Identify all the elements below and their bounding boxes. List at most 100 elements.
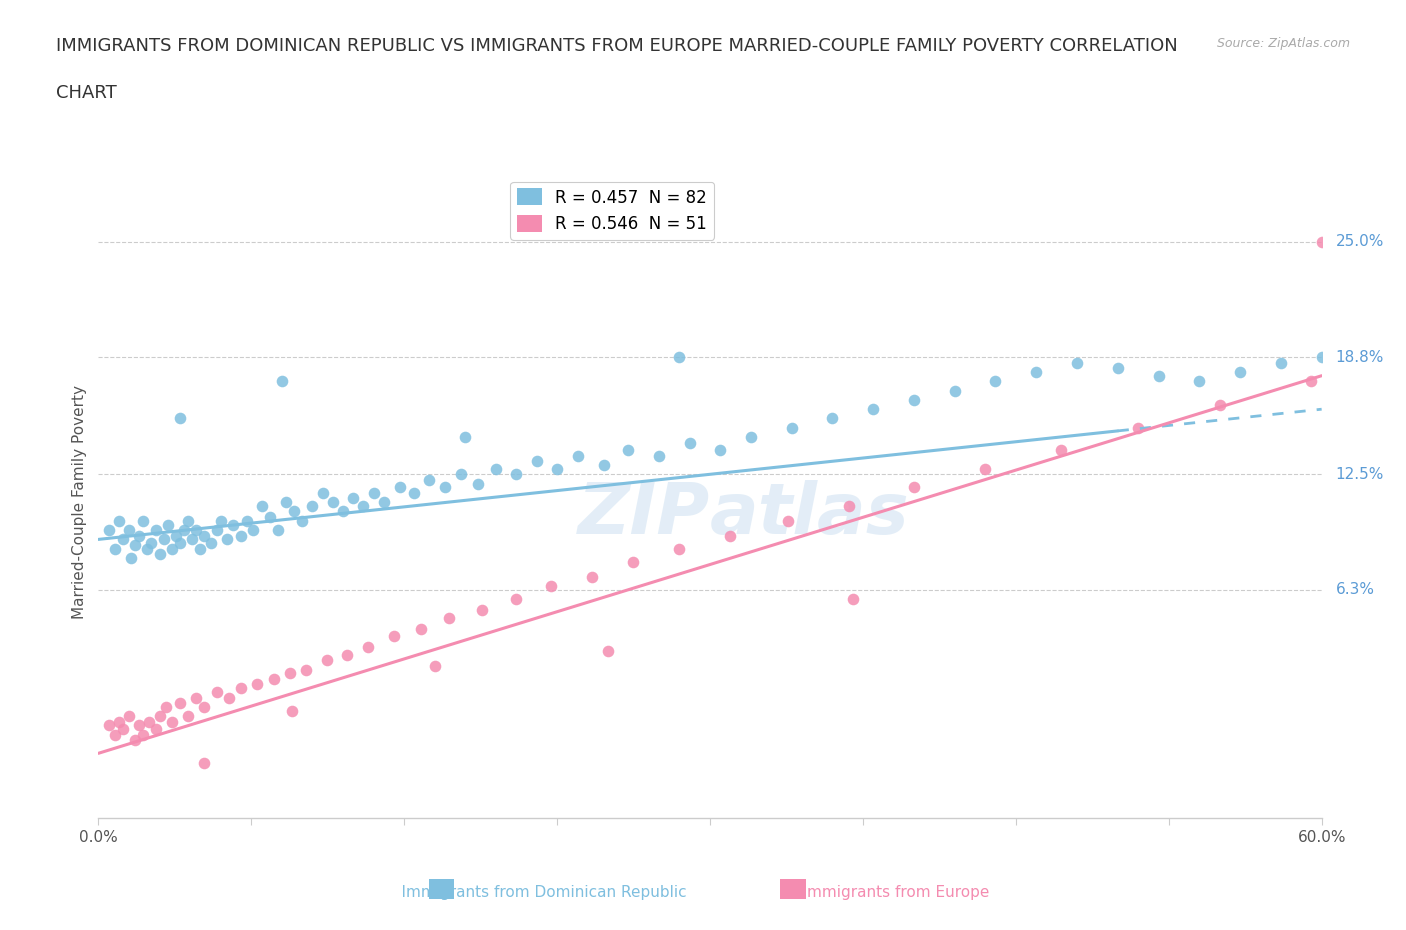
Point <box>218 690 240 705</box>
Point <box>593 458 616 472</box>
Point <box>128 718 150 733</box>
Point <box>270 374 294 389</box>
Point <box>1066 355 1088 370</box>
Point <box>709 443 731 458</box>
Point <box>186 690 208 705</box>
Point <box>1310 350 1333 365</box>
Point <box>205 684 228 699</box>
Point <box>984 374 1007 389</box>
Point <box>231 681 253 696</box>
Point <box>169 536 191 551</box>
Point <box>485 461 508 476</box>
Point <box>974 461 997 476</box>
Point <box>160 714 183 729</box>
Point <box>434 480 457 495</box>
Point <box>322 495 344 510</box>
Point <box>1147 368 1170 383</box>
Point <box>200 536 222 551</box>
Point <box>943 383 966 398</box>
Point <box>152 532 174 547</box>
Text: Source: ZipAtlas.com: Source: ZipAtlas.com <box>1216 37 1350 50</box>
Point <box>617 443 640 458</box>
Point <box>679 435 702 450</box>
Point <box>263 671 285 686</box>
Point <box>108 513 131 528</box>
Point <box>382 629 405 644</box>
Point <box>1229 365 1251 379</box>
Point <box>780 420 803 435</box>
Point <box>505 591 527 606</box>
Point <box>450 467 472 482</box>
Point <box>242 523 264 538</box>
Text: Immigrants from Europe: Immigrants from Europe <box>783 885 988 900</box>
Point <box>409 621 432 636</box>
Point <box>283 504 305 519</box>
Point <box>1270 355 1292 370</box>
Text: 25.0%: 25.0% <box>1336 234 1384 249</box>
Point <box>111 722 134 737</box>
Point <box>567 448 589 463</box>
Text: CHART: CHART <box>56 84 117 101</box>
Point <box>108 714 131 729</box>
Point <box>193 699 215 714</box>
Point <box>598 644 620 658</box>
Point <box>120 551 142 565</box>
Point <box>581 569 603 584</box>
Point <box>104 727 127 742</box>
Point <box>169 696 191 711</box>
Point <box>903 480 925 495</box>
Point <box>278 666 301 681</box>
Point <box>173 523 195 538</box>
Point <box>236 513 259 528</box>
Point <box>222 517 245 532</box>
Point <box>838 498 860 513</box>
Point <box>1049 443 1071 458</box>
Point <box>97 718 120 733</box>
Point <box>1331 337 1354 352</box>
Point <box>145 722 167 737</box>
Point <box>621 554 644 569</box>
Point <box>104 541 127 556</box>
Point <box>1310 234 1333 249</box>
Point <box>188 541 212 556</box>
Point <box>389 480 412 495</box>
Point <box>332 504 354 519</box>
Point <box>776 513 799 528</box>
Point <box>193 755 215 770</box>
Point <box>124 538 146 552</box>
Text: 18.8%: 18.8% <box>1336 350 1384 365</box>
Point <box>132 727 155 742</box>
Point <box>467 476 489 491</box>
Point <box>740 430 762 445</box>
Point <box>342 491 364 506</box>
Text: IMMIGRANTS FROM DOMINICAN REPUBLIC VS IMMIGRANTS FROM EUROPE MARRIED-COUPLE FAMI: IMMIGRANTS FROM DOMINICAN REPUBLIC VS IM… <box>56 37 1178 55</box>
Point <box>181 532 204 547</box>
Point <box>169 411 191 426</box>
Point <box>193 528 215 543</box>
Point <box>111 532 134 547</box>
Y-axis label: Married-Couple Family Poverty: Married-Couple Family Poverty <box>72 385 87 619</box>
Point <box>1188 374 1211 389</box>
Point <box>1107 361 1129 376</box>
Point <box>160 541 183 556</box>
Point <box>267 523 290 538</box>
Point <box>315 653 337 668</box>
Legend: R = 0.457  N = 82, R = 0.546  N = 51: R = 0.457 N = 82, R = 0.546 N = 51 <box>510 181 714 240</box>
Point <box>209 513 232 528</box>
Point <box>862 402 884 417</box>
Point <box>423 658 446 673</box>
Point <box>145 523 167 538</box>
Point <box>141 536 163 551</box>
Point <box>1128 420 1150 435</box>
Point <box>118 523 141 538</box>
Text: 12.5%: 12.5% <box>1336 467 1384 482</box>
Point <box>177 709 200 724</box>
Point <box>437 610 460 625</box>
Point <box>132 513 155 528</box>
Point <box>718 528 742 543</box>
Point <box>246 677 269 692</box>
Point <box>97 523 120 538</box>
Point <box>1301 374 1323 389</box>
Point <box>165 528 187 543</box>
Point <box>454 430 477 445</box>
